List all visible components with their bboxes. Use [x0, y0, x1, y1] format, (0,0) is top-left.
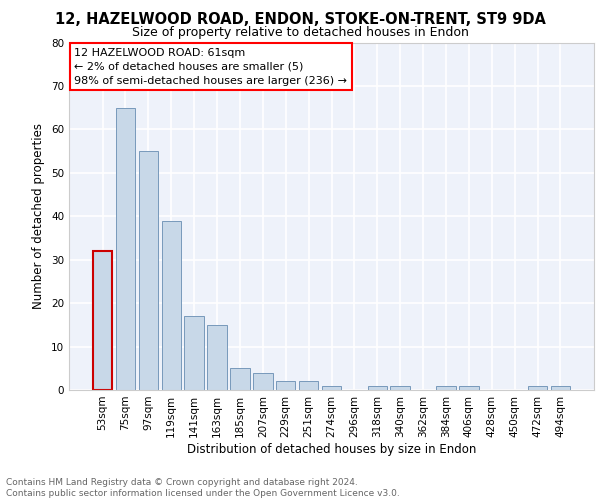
Bar — [391, 386, 410, 390]
Bar — [322, 386, 341, 390]
Bar — [276, 382, 295, 390]
Bar — [436, 386, 455, 390]
Bar — [139, 151, 158, 390]
Text: 12 HAZELWOOD ROAD: 61sqm
← 2% of detached houses are smaller (5)
98% of semi-det: 12 HAZELWOOD ROAD: 61sqm ← 2% of detache… — [74, 48, 347, 86]
Bar — [368, 386, 387, 390]
Bar — [208, 325, 227, 390]
Bar — [253, 372, 272, 390]
Bar — [161, 220, 181, 390]
Y-axis label: Number of detached properties: Number of detached properties — [32, 123, 46, 309]
Bar — [528, 386, 547, 390]
Bar — [184, 316, 204, 390]
Bar — [116, 108, 135, 390]
Text: Contains HM Land Registry data © Crown copyright and database right 2024.
Contai: Contains HM Land Registry data © Crown c… — [6, 478, 400, 498]
Text: Size of property relative to detached houses in Endon: Size of property relative to detached ho… — [131, 26, 469, 39]
Bar — [230, 368, 250, 390]
Text: 12, HAZELWOOD ROAD, ENDON, STOKE-ON-TRENT, ST9 9DA: 12, HAZELWOOD ROAD, ENDON, STOKE-ON-TREN… — [55, 12, 545, 28]
Bar — [459, 386, 479, 390]
Bar — [551, 386, 570, 390]
X-axis label: Distribution of detached houses by size in Endon: Distribution of detached houses by size … — [187, 442, 476, 456]
Bar — [299, 382, 319, 390]
Bar — [93, 251, 112, 390]
